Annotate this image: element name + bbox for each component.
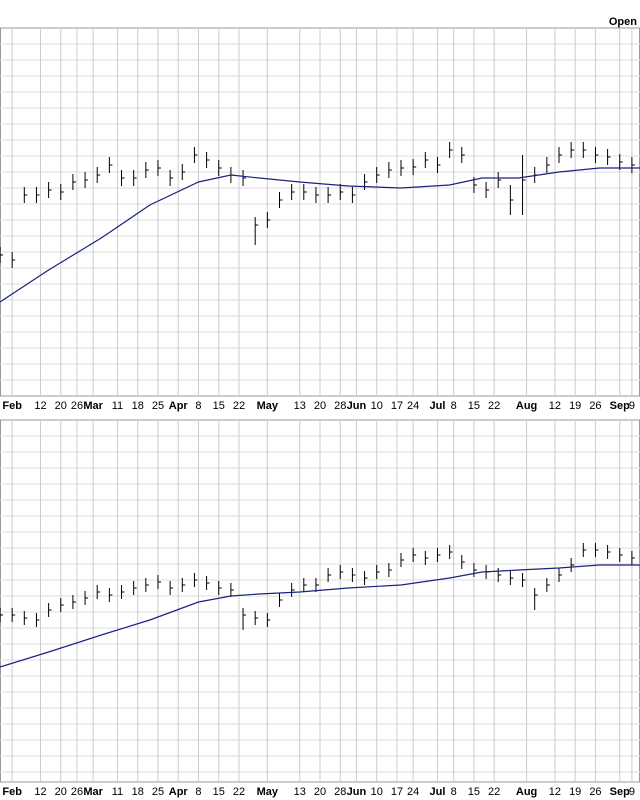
- x-tick-label: 12: [549, 400, 561, 412]
- x-tick-label: 20: [314, 400, 326, 412]
- x-tick-label: 13: [294, 786, 306, 798]
- x-tick-label: 12: [34, 786, 46, 798]
- x-tick-label: 28: [334, 786, 346, 798]
- x-tick-label: 17: [391, 400, 403, 412]
- x-tick-label: 15: [213, 400, 225, 412]
- x-tick-label: Apr: [169, 786, 189, 798]
- x-tick-label: 15: [213, 786, 225, 798]
- x-tick-label: 11: [112, 400, 123, 412]
- x-tick-label: Mar: [83, 400, 103, 412]
- x-tick-label: 20: [55, 400, 67, 412]
- x-tick-label: Aug: [516, 400, 537, 412]
- x-tick-label: May: [257, 786, 279, 798]
- x-tick-label: Feb: [2, 400, 22, 412]
- x-tick-label: 26: [71, 400, 83, 412]
- x-tick-label: 11: [112, 786, 123, 798]
- x-tick-label: 17: [391, 786, 403, 798]
- x-tick-label: 10: [371, 400, 383, 412]
- chart-title: Open: [609, 16, 637, 28]
- x-tick-label: 26: [589, 786, 601, 798]
- moving-average-line: [0, 167, 640, 303]
- x-tick-label: 24: [407, 786, 419, 798]
- x-tick-label: 8: [451, 786, 457, 798]
- x-tick-label: 8: [195, 400, 201, 412]
- x-tick-label: May: [257, 400, 279, 412]
- x-tick-label: Mar: [83, 786, 103, 798]
- x-tick-label: 19: [569, 400, 581, 412]
- x-tick-label: 24: [407, 400, 419, 412]
- x-tick-label: 9: [629, 786, 635, 798]
- x-tick-label: 25: [152, 786, 164, 798]
- x-tick-label: 8: [195, 786, 201, 798]
- x-tick-label: Jun: [347, 400, 367, 412]
- x-tick-label: Sep: [610, 400, 630, 412]
- x-tick-label: 19: [569, 786, 581, 798]
- x-tick-label: 18: [132, 400, 144, 412]
- x-tick-label: 22: [488, 400, 500, 412]
- x-tick-label: Aug: [516, 786, 537, 798]
- x-tick-label: Sep: [610, 786, 630, 798]
- x-tick-label: Apr: [169, 400, 189, 412]
- x-tick-label: Jul: [430, 786, 446, 798]
- x-tick-label: 22: [488, 786, 500, 798]
- x-tick-label: 26: [71, 786, 83, 798]
- x-tick-label: 15: [468, 786, 480, 798]
- x-tick-label: 22: [233, 786, 245, 798]
- x-tick-label: 13: [294, 400, 306, 412]
- x-tick-label: Jul: [430, 400, 446, 412]
- x-tick-label: 8: [451, 400, 457, 412]
- x-tick-label: 26: [589, 400, 601, 412]
- x-tick-label: 12: [549, 786, 561, 798]
- x-tick-label: Feb: [2, 786, 22, 798]
- x-tick-label: 12: [34, 400, 46, 412]
- x-tick-label: 28: [334, 400, 346, 412]
- x-tick-label: 18: [132, 786, 144, 798]
- x-tick-label: 9: [629, 400, 635, 412]
- x-tick-label: Jun: [347, 786, 367, 798]
- x-tick-label: 20: [314, 786, 326, 798]
- x-tick-label: 22: [233, 400, 245, 412]
- x-tick-label: 25: [152, 400, 164, 412]
- x-tick-label: 20: [55, 786, 67, 798]
- x-tick-label: 10: [371, 786, 383, 798]
- x-tick-label: 15: [468, 400, 480, 412]
- moving-average-line: [0, 564, 640, 668]
